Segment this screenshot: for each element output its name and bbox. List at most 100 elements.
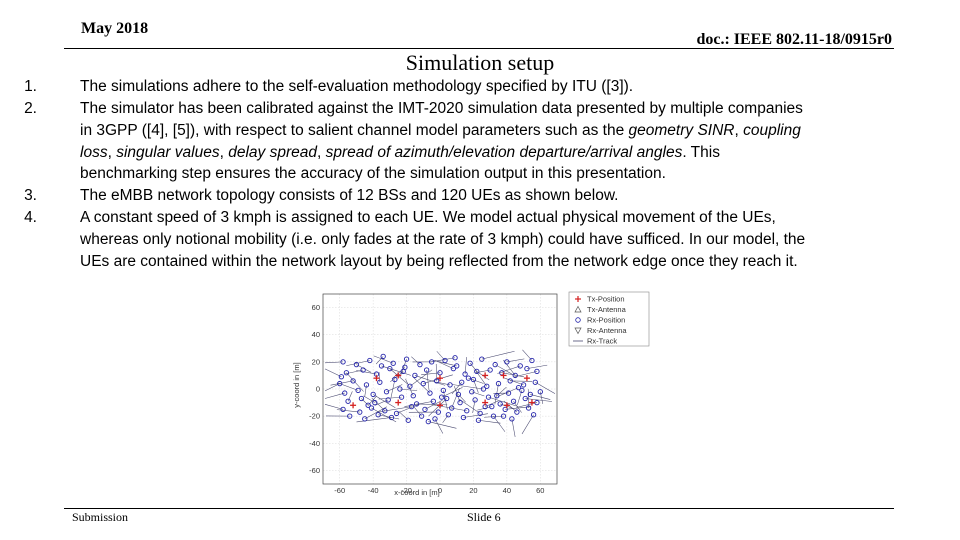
rx-track (324, 383, 340, 392)
rx-position-point (383, 389, 390, 395)
rx-position-point (370, 391, 376, 398)
rx-track (458, 394, 466, 403)
rx-position-point (398, 394, 405, 400)
rx-position-point (514, 409, 520, 415)
document-id: doc.: IEEE 802.11-18/0915r0 (696, 31, 892, 48)
rx-position-point (440, 387, 446, 394)
rx-track (421, 372, 441, 376)
rx-position-point (534, 368, 540, 375)
rx-position-point (345, 398, 351, 404)
x-tick-label: 0 (438, 486, 442, 495)
rx-position-point (380, 353, 386, 360)
rx-track (452, 384, 484, 390)
tx-position-point (437, 402, 443, 409)
rx-track (324, 404, 344, 410)
tx-position-point (395, 399, 402, 406)
rx-track (399, 388, 418, 391)
rx-position-point (388, 414, 395, 421)
rx-position-point (423, 367, 430, 373)
rx-position-point (464, 408, 470, 414)
rx-track (345, 369, 364, 375)
y-tick-label: -40 (309, 439, 320, 448)
rx-position-point (350, 378, 356, 384)
rx-track (409, 369, 433, 387)
rx-position-point (497, 401, 503, 407)
rx-track (530, 394, 551, 400)
rx-track (428, 398, 447, 417)
rx-position-point (532, 379, 538, 385)
rx-position-point (450, 365, 457, 372)
rx-position-point (469, 389, 475, 395)
rx-position-point (378, 363, 385, 369)
rx-position-point (457, 399, 463, 406)
rx-track (474, 369, 488, 387)
rx-position-point (437, 370, 443, 376)
rx-track (484, 415, 504, 418)
rx-position-point (347, 413, 353, 419)
tx-position-point (437, 375, 443, 382)
rx-position-point (392, 376, 398, 383)
rx-position-point (428, 359, 435, 365)
rx-position-point (455, 391, 462, 398)
slide-number: Slide 6 (467, 510, 501, 524)
rx-position-point (500, 413, 507, 419)
rx-position-point (417, 361, 423, 368)
rx-track (535, 381, 556, 394)
rx-position-point (387, 365, 393, 372)
rx-position-point (422, 406, 428, 413)
rx-position-point (467, 360, 473, 366)
rx-track (464, 357, 467, 375)
rx-track (428, 421, 457, 429)
rx-track (481, 350, 515, 360)
rx-position-point (460, 414, 467, 421)
legend-rx-marker (575, 317, 581, 323)
rx-track (478, 419, 501, 424)
rx-track (377, 406, 412, 413)
header-divider (64, 48, 894, 49)
list-number: 1. (24, 78, 37, 95)
rx-track (503, 400, 518, 413)
rx-position-point (439, 394, 445, 400)
rx-position-point (512, 372, 518, 379)
x-tick-label: -60 (334, 486, 345, 495)
grid (323, 294, 557, 484)
rx-position-point (524, 365, 530, 372)
rx-position-point (393, 410, 400, 417)
footer-submission: Submission (72, 510, 129, 524)
x-axis-label: x-coord in [m] (394, 488, 439, 497)
rx-position-point (445, 412, 452, 418)
tx-position-point (503, 402, 510, 409)
rx-track (381, 365, 411, 376)
rx-positions (337, 353, 543, 425)
rx-track (469, 363, 478, 372)
rx-position-point (487, 367, 493, 373)
rx-position-point (338, 374, 345, 380)
rx-position-point (435, 409, 441, 415)
rx-position-point (405, 417, 411, 423)
rx-track (324, 392, 345, 399)
rx-position-point (375, 412, 381, 418)
rx-position-point (494, 393, 500, 399)
rx-position-point (517, 363, 523, 369)
rx-position-point (477, 410, 483, 417)
y-tick-label: 20 (312, 357, 320, 366)
rx-position-point (340, 359, 346, 365)
rx-position-point (377, 379, 383, 385)
rx-track (510, 380, 533, 382)
rx-position-point (367, 357, 373, 364)
list-number: 3. (24, 187, 37, 204)
rx-track (356, 417, 392, 423)
tx-position-point (482, 399, 489, 406)
rx-position-point (502, 406, 508, 413)
rx-position-point (444, 395, 450, 402)
rx-track (337, 382, 359, 391)
rx-position-point (427, 390, 433, 396)
rx-track (497, 365, 521, 374)
rx-track (405, 378, 414, 396)
rx-position-point (353, 361, 360, 368)
y-axis-label: y-coord in [m] (292, 362, 301, 407)
rx-position-point (520, 382, 527, 388)
rx-position-point (504, 359, 510, 365)
rx-track (361, 398, 369, 406)
legend-entry-label: Rx-Track (587, 337, 617, 346)
